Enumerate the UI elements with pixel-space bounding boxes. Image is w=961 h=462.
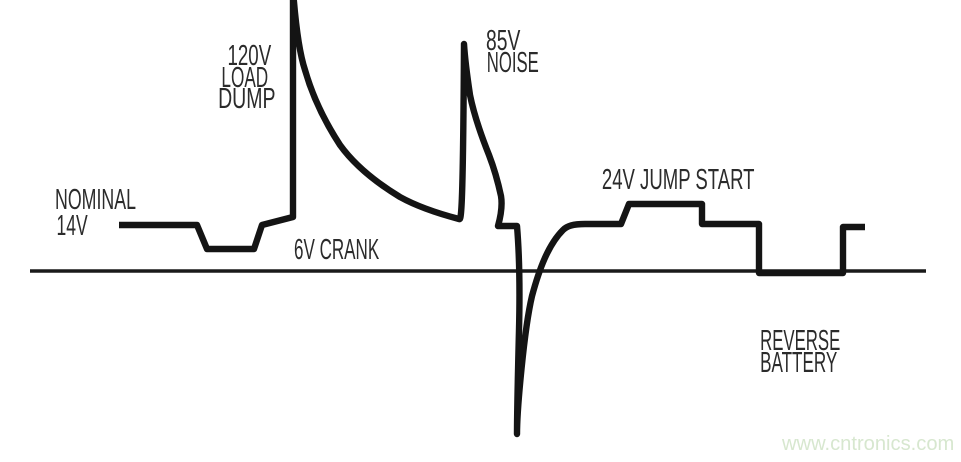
svg-text:14V: 14V: [57, 210, 89, 242]
svg-text:BATTERY: BATTERY: [760, 347, 837, 379]
svg-text:6V CRANK: 6V CRANK: [294, 234, 380, 266]
svg-text:24V JUMP START: 24V JUMP START: [602, 164, 755, 196]
svg-text:NOISE: NOISE: [487, 47, 539, 79]
svg-text:DUMP: DUMP: [218, 83, 275, 115]
svg-text:www.cntronics.com: www.cntronics.com: [781, 433, 954, 455]
